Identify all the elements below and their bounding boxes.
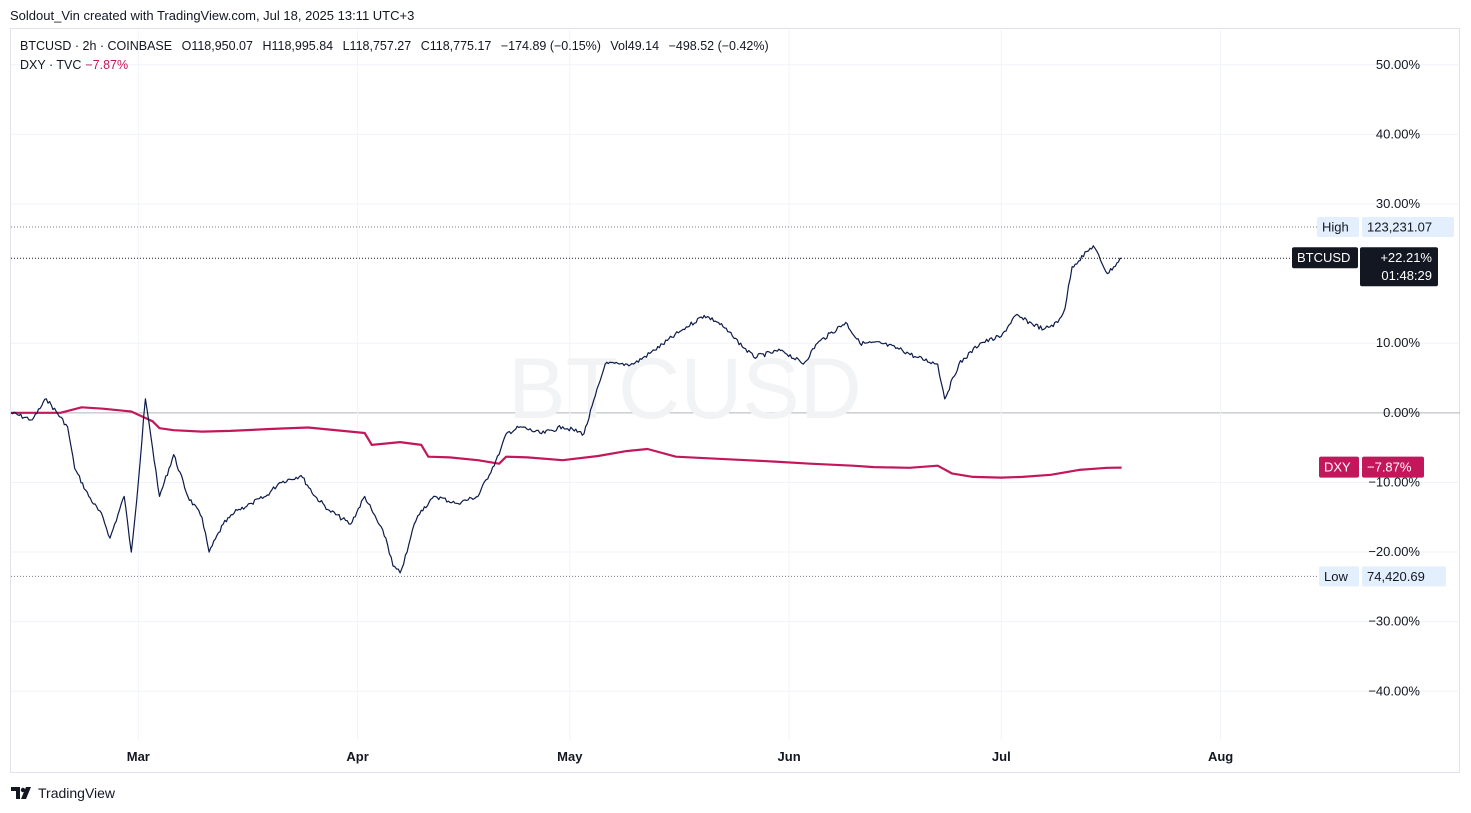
high-value-text: 123,231.07: [1367, 219, 1432, 234]
compare-symbol: DXY · TVC: [20, 58, 82, 72]
chart-frame: [10, 28, 1460, 773]
legend-open: O118,950.07: [181, 39, 253, 53]
y-tick-label: 50.00%: [1376, 57, 1421, 72]
btc-last-tag-box: [1360, 247, 1438, 287]
y-tick-label: −10.00%: [1368, 474, 1420, 489]
legend-low: L118,757.27: [342, 39, 412, 53]
time-axis: Mar Apr May Jun Jul Aug: [127, 749, 1234, 764]
btcusd-line: [10, 245, 1122, 574]
x-tick-label: Aug: [1208, 749, 1233, 764]
symbol-watermark: BTCUSD: [508, 341, 862, 437]
y-tick-label: 0.00%: [1383, 405, 1420, 420]
tradingview-logo-icon: [11, 787, 31, 799]
x-tick-label: Jun: [778, 749, 801, 764]
series-lines: [10, 245, 1122, 574]
dxy-line: [11, 406, 1122, 479]
x-tick-label: Jul: [992, 749, 1011, 764]
compare-series-legend[interactable]: DXY · TVC −7.87%: [20, 58, 128, 72]
legend-high: H118,995.84: [262, 39, 334, 53]
y-tick-label: 40.00%: [1376, 126, 1421, 141]
legend-change: −174.89 (−0.15%): [500, 39, 601, 53]
grid-lines: [11, 30, 1460, 740]
x-tick-label: Mar: [127, 749, 150, 764]
y-tick-label: −20.00%: [1368, 544, 1420, 559]
main-series-legend[interactable]: BTCUSD · 2h · COINBASE O118,950.07 H118,…: [20, 39, 775, 53]
dxy-name-tag-box: [1319, 456, 1359, 478]
btc-name-tag-text: BTCUSD: [1297, 250, 1350, 265]
legend-volume: Vol49.14: [610, 39, 660, 53]
low-value-box: [1362, 566, 1446, 587]
compare-value: −7.87%: [85, 58, 129, 72]
chart-credit: Soldout_Vin created with TradingView.com…: [10, 8, 415, 23]
y-tick-label: −30.00%: [1368, 614, 1420, 629]
y-tick-label: 10.00%: [1376, 335, 1421, 350]
dxy-last-tag-box: [1362, 456, 1424, 478]
x-tick-label: May: [557, 749, 583, 764]
brand-name: TradingView: [38, 785, 116, 801]
dxy-last-tag-text: −7.87%: [1367, 460, 1412, 475]
low-label-text: Low: [1324, 569, 1348, 584]
price-tags: High 123,231.07 Low 74,420.69 BTCUSD +22.21% 0…: [1292, 216, 1454, 587]
tradingview-logo[interactable]: TradingView: [11, 785, 115, 801]
high-low-levels: [11, 226, 1360, 577]
legend-volume-change: −498.52 (−0.42%): [668, 39, 769, 53]
btc-last-value: +22.21%: [1380, 250, 1432, 265]
legend-close: C118,775.17: [420, 39, 492, 53]
low-label-box: [1319, 566, 1359, 587]
y-tick-label: −40.00%: [1368, 683, 1420, 698]
y-tick-label: 30.00%: [1376, 196, 1421, 211]
high-value-box: [1362, 216, 1454, 237]
legend-symbol: BTCUSD · 2h · COINBASE: [20, 39, 173, 53]
price-axis: 50.00% 40.00% 30.00% 10.00% 0.00% −10.00% −20.…: [1368, 57, 1420, 698]
btc-countdown: 01:48:29: [1381, 268, 1432, 283]
x-tick-label: Apr: [346, 749, 368, 764]
dxy-name-tag-text: DXY: [1324, 460, 1351, 475]
high-label-text: High: [1322, 219, 1349, 234]
high-label-box: [1317, 216, 1359, 237]
btc-name-tag-box: [1292, 247, 1358, 269]
low-value-text: 74,420.69: [1367, 569, 1425, 584]
